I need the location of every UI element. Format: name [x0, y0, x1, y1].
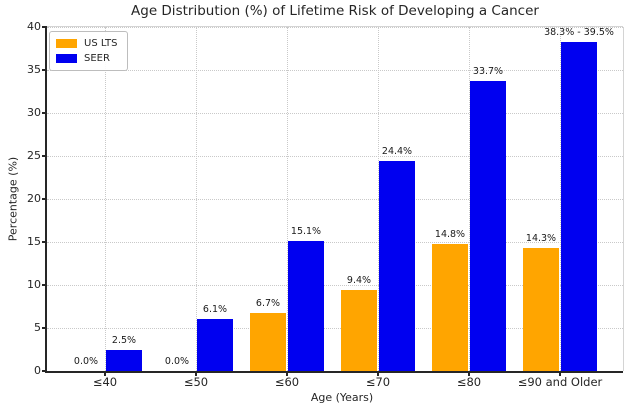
y-tick-30: [42, 112, 47, 114]
y-tick-label-10: 10: [27, 278, 41, 291]
v-gridline-60: [286, 27, 288, 371]
legend-swatch-seer: [56, 54, 77, 63]
y-tick-25: [42, 155, 47, 157]
legend-item-us-lts: US LTS: [56, 36, 118, 51]
x-tick-70: [377, 371, 379, 376]
legend-label-us-lts: US LTS: [84, 38, 118, 49]
x-tick-90-and-older: [559, 371, 561, 376]
y-tick-label-30: 30: [27, 106, 41, 119]
h-gridline-35: [47, 69, 623, 71]
legend-label-seer: SEER: [84, 53, 110, 64]
bar-value-label-us-lts-70: 9.4%: [346, 275, 372, 287]
left-spine: [45, 26, 47, 372]
bottom-spine: [45, 371, 623, 373]
x-tick-label-60: ≤60: [274, 375, 300, 389]
h-gridline-40: [47, 26, 623, 28]
bar-value-label-us-lts-80: 14.8%: [434, 228, 466, 240]
legend-swatch-us-lts: [56, 39, 77, 48]
right-spine: [623, 27, 624, 371]
bar-seer-70: [379, 161, 415, 371]
bar-value-label-seer-60: 15.1%: [290, 226, 322, 238]
top-spine: [47, 26, 623, 27]
y-tick-label-20: 20: [27, 192, 41, 205]
x-tick-label-80: ≤80: [456, 375, 482, 389]
x-tick-label-70: ≤70: [365, 375, 391, 389]
x-tick-60: [286, 371, 288, 376]
bar-value-label-seer-40: 2.5%: [111, 334, 137, 346]
bar-us-lts-90-and-older: [523, 248, 559, 371]
y-tick-label-0: 0: [34, 364, 41, 377]
v-gridline-80: [468, 27, 470, 371]
bar-value-label-us-lts-90-and-older: 14.3%: [525, 233, 557, 244]
y-tick-label-40: 40: [27, 20, 41, 33]
bar-value-label-us-lts-40: 0.0%: [73, 356, 99, 367]
x-tick-label-50: ≤50: [183, 375, 209, 389]
bar-seer-60: [288, 241, 324, 371]
y-tick-label-35: 35: [27, 63, 41, 76]
y-tick-label-25: 25: [27, 149, 41, 162]
x-tick-label-90-and-older: ≤90 and Older: [517, 375, 603, 389]
v-gridline-50: [195, 27, 197, 371]
h-gridline-5: [47, 327, 623, 329]
v-gridline-40: [104, 27, 106, 371]
bar-value-label-seer-50: 6.1%: [202, 303, 228, 315]
y-tick-0: [42, 370, 47, 372]
y-tick-35: [42, 69, 47, 71]
x-tick-40: [104, 371, 106, 376]
bar-seer-90-and-older: [561, 41, 597, 371]
h-gridline-20: [47, 198, 623, 200]
bar-value-label-seer-90-and-older: 38.3% - 39.5%: [544, 26, 614, 38]
bar-value-label-us-lts-50: 0.0%: [164, 356, 190, 367]
bar-seer-80: [470, 81, 506, 371]
x-tick-label-40: ≤40: [92, 375, 118, 389]
y-tick-40: [42, 26, 47, 28]
y-tick-label-15: 15: [27, 235, 41, 248]
h-gridline-30: [47, 112, 623, 114]
h-gridline-10: [47, 284, 623, 286]
bar-seer-50: [197, 318, 233, 371]
v-gridline-70: [377, 27, 379, 371]
legend-item-seer: SEER: [56, 51, 118, 66]
bar-value-label-seer-80: 33.7%: [472, 66, 504, 78]
chart-title: Age Distribution (%) of Lifetime Risk of…: [131, 3, 539, 19]
bar-us-lts-80: [432, 243, 468, 371]
y-tick-10: [42, 284, 47, 286]
h-gridline-15: [47, 241, 623, 243]
bar-us-lts-60: [250, 313, 286, 371]
v-gridline-90-and-older: [559, 27, 561, 371]
y-tick-5: [42, 327, 47, 329]
h-gridline-25: [47, 155, 623, 157]
x-tick-50: [195, 371, 197, 376]
bar-value-label-seer-70: 24.4%: [381, 146, 413, 158]
y-tick-15: [42, 241, 47, 243]
bar-us-lts-70: [341, 290, 377, 371]
bar-value-label-us-lts-60: 6.7%: [255, 298, 281, 310]
y-tick-20: [42, 198, 47, 200]
bar-seer-40: [106, 349, 142, 371]
x-tick-80: [468, 371, 470, 376]
y-tick-label-5: 5: [34, 321, 41, 334]
legend: US LTS SEER: [49, 31, 128, 71]
x-axis-label: Age (Years): [310, 391, 374, 404]
